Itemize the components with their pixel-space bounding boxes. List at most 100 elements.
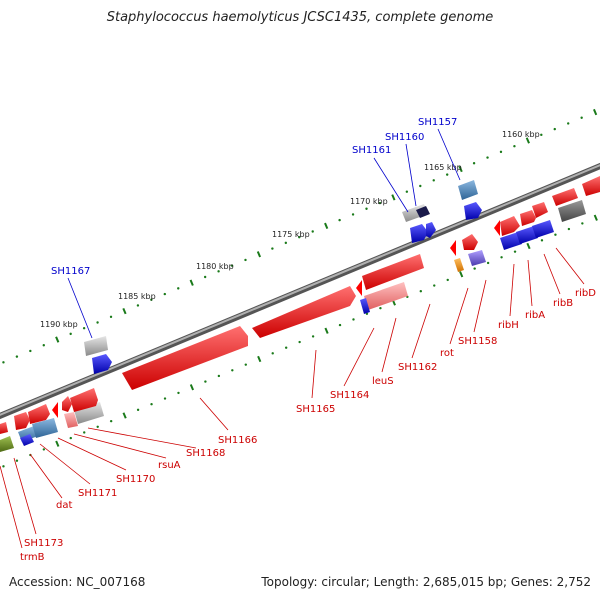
gene-label-sh1168: SH1168: [186, 448, 225, 459]
inner-ring-minor-tick: [311, 335, 315, 338]
outer-ring-major-tick: [391, 194, 396, 201]
outer-ring-minor-tick: [42, 344, 45, 347]
inner-ring-minor-tick: [338, 323, 342, 327]
outer-ring-minor-tick: [365, 207, 368, 210]
reverse-features: [0, 176, 600, 452]
gene-label-ribh: ribH: [498, 320, 519, 331]
leader-line-sh1165: [311, 349, 317, 399]
outer-ring-minor-tick: [163, 292, 167, 296]
outer-ring-minor-tick: [244, 258, 247, 262]
outer-ring-major-tick: [324, 222, 329, 229]
feature-sh1162-blue: [360, 298, 370, 314]
gene-label-sh1165: SH1165: [296, 404, 335, 415]
inner-ring-major-tick: [257, 355, 262, 363]
gene-label-sh1161: SH1161: [352, 145, 391, 156]
inner-ring-minor-tick: [352, 318, 355, 321]
outer-ring-major-tick: [458, 165, 463, 173]
outer-ring-minor-tick: [513, 144, 516, 148]
leader-line-sh1168: [87, 427, 197, 449]
leader-line-ribh: [509, 263, 515, 317]
feature-steel-2: [32, 418, 58, 438]
feature-blue-small: [20, 434, 34, 446]
inner-ring-minor-tick: [419, 290, 423, 293]
feature-ribh-red: [500, 216, 520, 236]
feature-sh1158-orange: [454, 258, 464, 272]
gene-label-sh1160: SH1160: [385, 132, 424, 143]
outer-ring-minor-tick: [553, 127, 556, 131]
gene-label-riba: ribA: [525, 310, 545, 321]
outer-ring-minor-tick: [338, 218, 341, 222]
gene-label-dat: dat: [56, 500, 72, 511]
inner-ring-minor-tick: [96, 425, 99, 429]
gene-label-sh1167: SH1167: [51, 266, 90, 277]
outer-ring-major-tick: [55, 336, 60, 343]
feature-rib-blue-3: [532, 220, 554, 238]
outer-ring-minor-tick: [298, 235, 301, 239]
genome-backbone-highlight: [0, 164, 600, 416]
gene-label-sh1157: SH1157: [418, 117, 457, 128]
feature-rsua-red: [62, 396, 72, 412]
outer-ring-minor-tick: [203, 275, 207, 279]
leader-line-sh1170: [57, 437, 127, 471]
feature-sh1167-blue: [92, 354, 112, 374]
outer-ring-minor-tick: [472, 162, 476, 165]
kbp-tick-label-1185-kbp: 1185 kbp: [118, 292, 156, 301]
inner-ring-minor-tick: [271, 352, 274, 355]
leader-line-sh1171: [39, 443, 91, 485]
outer-ring-major-tick: [122, 307, 127, 315]
leader-line-sh1167: [67, 277, 93, 339]
inner-ring-minor-tick: [284, 346, 288, 349]
feature-rib-blue-2: [516, 226, 538, 244]
leader-line-rot: [449, 287, 469, 345]
feature-sh1158-purple: [468, 250, 486, 266]
inner-ring-minor-tick: [298, 340, 301, 344]
outer-ring-minor-tick: [69, 332, 72, 336]
inner-ring-minor-tick: [500, 256, 503, 259]
leader-line-trmb: [0, 465, 23, 549]
outer-ring-minor-tick: [29, 349, 32, 353]
gene-label-sh1162: SH1162: [398, 362, 437, 373]
outer-ring-minor-tick: [540, 133, 543, 137]
outer-ring-minor-tick: [378, 201, 382, 205]
feature-dark-gray: [558, 200, 586, 222]
leader-line-sh1158: [473, 279, 487, 333]
feature-ribb-red: [532, 202, 548, 218]
gene-label-sh1173: SH1173: [24, 538, 63, 549]
inner-ring-minor-tick: [446, 278, 449, 282]
inner-ring-minor-tick: [554, 233, 557, 236]
kbp-tick-label-1165-kbp: 1165 kbp: [424, 163, 462, 172]
feature-sh1170-arrow: [52, 402, 58, 418]
outer-ring-minor-tick: [405, 190, 409, 193]
feature-sh1171-red: [28, 404, 50, 424]
inner-ring-minor-tick: [486, 261, 490, 265]
inner-ring-minor-tick: [379, 306, 382, 310]
outer-ring-minor-tick: [217, 270, 220, 273]
outer-ring-minor-tick: [284, 241, 288, 245]
kbp-tick-label-1175-kbp: 1175 kbp: [272, 230, 310, 239]
gene-label-leus: leuS: [372, 376, 394, 387]
feature-rib-blue-1: [500, 232, 522, 250]
inner-ring-minor-tick: [177, 391, 180, 395]
inner-ring-minor-tick: [163, 397, 167, 400]
feature-riba-red: [520, 210, 536, 226]
outer-ring-minor-tick: [15, 355, 19, 358]
reverse-label-group: ribDribBribAribHSH1158rotSH1162leuSSH116…: [0, 247, 596, 563]
gene-label-rsua: rsuA: [158, 460, 181, 471]
gene-label-sh1170: SH1170: [116, 474, 155, 485]
outer-ring-minor-tick: [82, 326, 86, 330]
outer-ring-minor-tick: [419, 184, 422, 188]
feature-ribh-arrow: [494, 220, 500, 236]
kbp-tick-label-1170-kbp: 1170 kbp: [350, 197, 388, 206]
gene-label-ribb: ribB: [553, 298, 573, 309]
inner-ring-major-tick: [593, 214, 598, 221]
feature-sh1168-red: [70, 388, 98, 412]
outer-ring-major-tick: [189, 279, 194, 286]
feature-leus-arrow: [356, 280, 362, 296]
inner-ring-minor-tick: [15, 459, 19, 462]
outer-ring-minor-tick: [351, 213, 355, 216]
leader-line-dat: [29, 453, 63, 499]
gene-label-sh1166: SH1166: [218, 435, 257, 446]
feature-sh1162-pink: [364, 282, 408, 310]
inner-ring-minor-tick: [567, 227, 571, 231]
